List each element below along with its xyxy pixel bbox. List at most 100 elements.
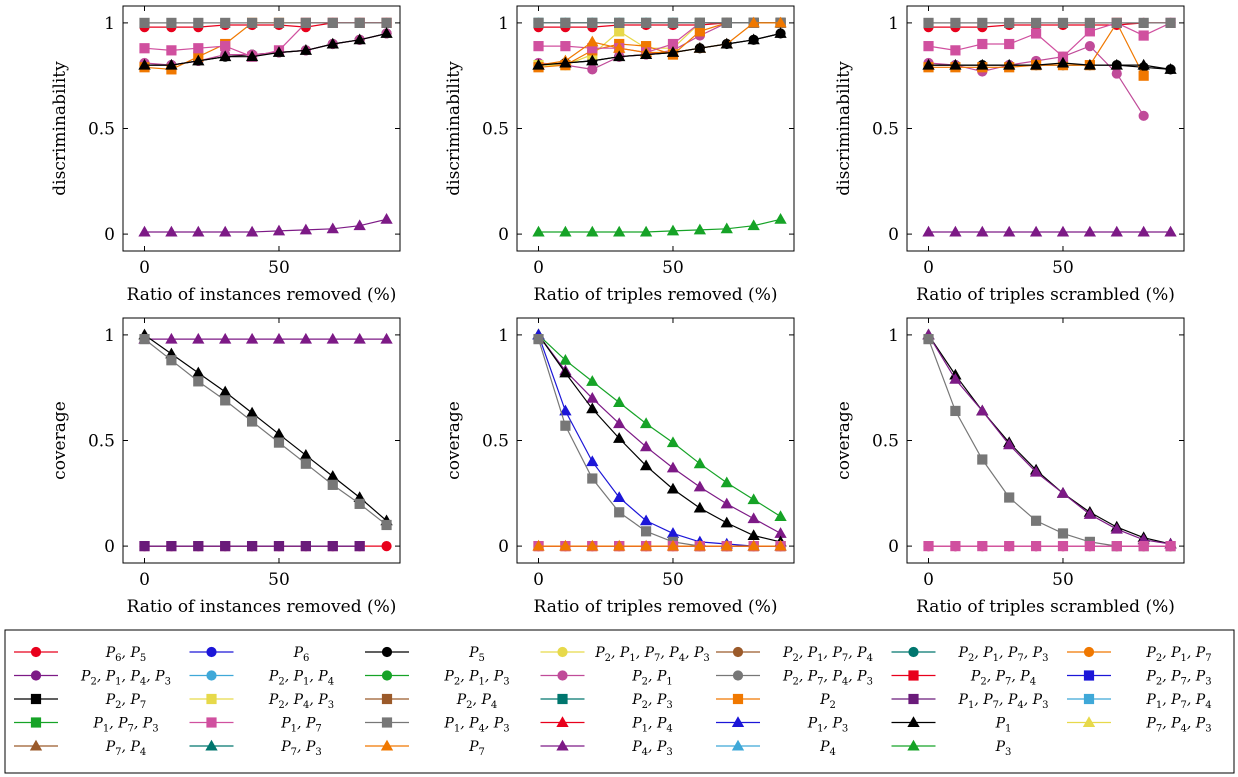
chart-panel-2: 0 0.5 1 0 50 Ratio of triples removed (%) disc…	[444, 5, 795, 305]
series-p1-p7	[923, 541, 1176, 552]
legend-item: P7​, P4​, P3​	[1067, 716, 1212, 735]
legend-label: P2​, P7​, P4​	[970, 669, 1036, 688]
legend-label: P2​, P1​, P4​, P3​	[80, 669, 171, 688]
legend-item: P1​, P7​, P4​	[1067, 692, 1212, 711]
legend-item: P4​	[716, 739, 836, 758]
data-point	[220, 41, 231, 52]
legend-label: P2​, P7​, P3​	[1145, 669, 1211, 688]
x-axis-label: Ratio of triples scrambled (%)	[916, 597, 1175, 617]
legend-marker	[206, 693, 217, 705]
data-point	[165, 225, 178, 237]
data-point	[774, 27, 787, 38]
data-point	[923, 541, 934, 552]
data-point	[299, 44, 313, 55]
series-line	[538, 22, 781, 66]
legend-item: P1​, P7​, P4​, P3​	[891, 692, 1049, 711]
legend-label: P1​, P7​	[280, 716, 322, 735]
data-point	[1164, 63, 1177, 74]
series-p1	[138, 27, 393, 70]
legend-marker	[731, 739, 745, 751]
legend-label: P6​, P5​	[105, 645, 147, 664]
legend-label: P2​, P1​, P7​, P4​	[782, 645, 873, 664]
data-point	[1084, 41, 1095, 52]
y-tick-label: 1	[498, 326, 509, 346]
data-point	[977, 38, 988, 50]
legend-label: P2​	[819, 692, 836, 711]
y-tick-label: 1	[888, 326, 899, 346]
data-point	[923, 41, 934, 52]
legend-label: P1​, P4​	[631, 716, 673, 735]
legend-marker	[380, 739, 394, 751]
series-line	[144, 334, 387, 522]
legend-item: P1​, P4​, P3​	[365, 716, 510, 735]
data-point	[327, 17, 338, 28]
legend-item: P2​, P3​	[540, 692, 673, 711]
series-line	[538, 334, 781, 534]
legend-marker	[908, 646, 919, 658]
data-point	[950, 541, 961, 552]
data-point	[950, 17, 961, 28]
data-point	[559, 404, 572, 416]
chart-panel-1: 0 0.5 1 0 50 Ratio of instances removed (%) di…	[50, 5, 401, 305]
data-point	[639, 225, 653, 237]
data-point	[720, 476, 733, 488]
series-p1-p4-p3	[923, 17, 1176, 28]
data-point	[273, 17, 285, 28]
legend-marker	[206, 717, 217, 728]
data-point	[381, 519, 392, 531]
legend-marker	[30, 693, 42, 705]
data-point	[1003, 438, 1016, 450]
series-p7	[532, 539, 787, 551]
legend-marker	[381, 717, 393, 728]
data-point	[166, 355, 177, 366]
data-point	[694, 17, 705, 28]
data-point	[245, 225, 259, 237]
legend-label: P7​	[468, 739, 485, 758]
data-point	[747, 16, 760, 28]
data-point	[166, 541, 177, 552]
data-point	[1004, 17, 1015, 28]
data-point	[1030, 28, 1042, 39]
data-point	[166, 17, 177, 28]
data-point	[220, 541, 231, 552]
data-point	[1003, 58, 1016, 70]
legend-label: P2​, P4​	[456, 692, 498, 711]
data-point	[193, 376, 204, 387]
data-point	[139, 334, 150, 345]
legend-marker	[1082, 716, 1096, 727]
legend-marker	[732, 693, 744, 705]
data-point	[586, 391, 599, 403]
legend-item: P7​	[365, 739, 485, 758]
data-point	[353, 332, 366, 344]
y-tick-label: 1	[498, 14, 509, 34]
data-point	[381, 541, 392, 552]
data-point	[774, 510, 787, 522]
data-point	[1029, 58, 1043, 70]
data-point	[693, 539, 707, 551]
legend-item: P1​, P3​	[716, 716, 848, 735]
data-point	[273, 437, 285, 448]
series-layer	[532, 16, 787, 237]
data-point	[693, 480, 707, 492]
data-point	[639, 539, 653, 551]
data-point	[640, 526, 652, 537]
data-point	[1111, 17, 1122, 28]
chart-panel-3: 0 0.5 1 0 50 Ratio of triples scrambled (%) di…	[834, 5, 1185, 305]
x-axis-label: Ratio of triples removed (%)	[534, 285, 778, 305]
legend-label: P1​, P7​, P4​, P3​	[958, 692, 1049, 711]
legend-marker	[30, 670, 42, 681]
data-point	[1030, 515, 1042, 526]
legend-item: P6​, P5​	[14, 645, 146, 664]
chart-panel-5: 0 0.5 1 0 50 Ratio of triples removed (%) cove…	[444, 317, 795, 617]
series-layer	[922, 17, 1177, 237]
legend-marker	[556, 739, 569, 751]
data-point	[976, 404, 989, 416]
y-tick-label: 0.5	[482, 120, 509, 140]
data-point	[1057, 528, 1069, 539]
legend-marker	[381, 693, 393, 705]
legend-item: P2​	[716, 692, 836, 711]
data-point	[380, 213, 393, 224]
data-point	[666, 46, 680, 57]
legend-label: P5​	[468, 645, 485, 664]
